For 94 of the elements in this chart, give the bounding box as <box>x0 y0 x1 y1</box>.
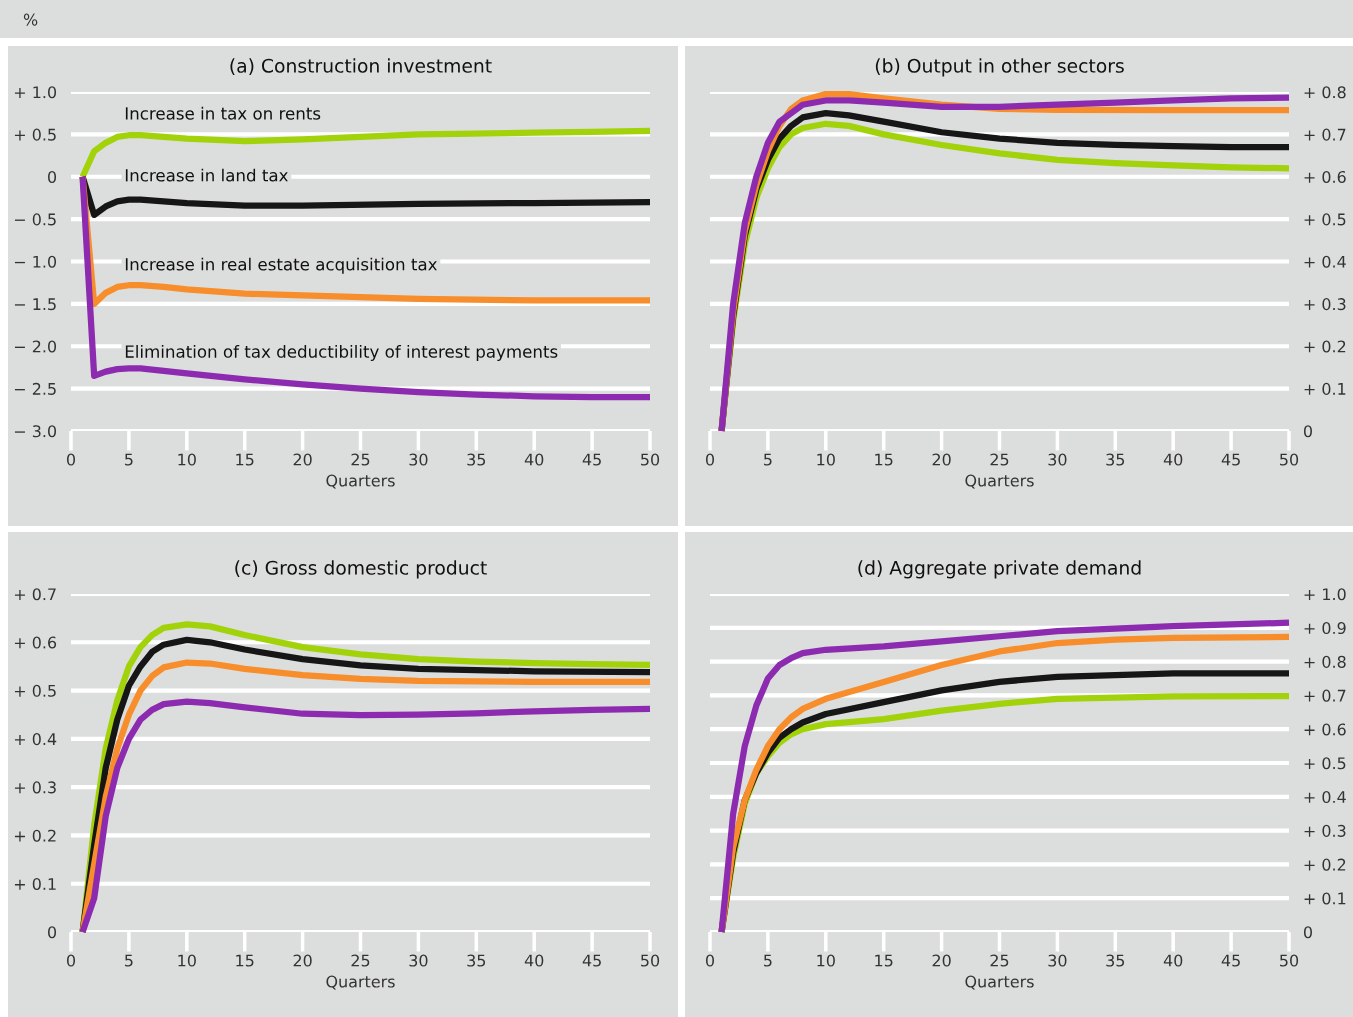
x-tick-label: 25 <box>351 954 370 967</box>
y2-tick-label: + 0.6 <box>1304 170 1346 184</box>
series-label: Increase in tax on rents <box>125 106 321 120</box>
x-tick-label: 10 <box>817 954 835 967</box>
y2-tick-label: + 0.3 <box>1304 824 1346 837</box>
x-tick-label: 45 <box>1221 453 1240 466</box>
y2-tick-label: + 0.1 <box>1304 892 1346 905</box>
x-tick-label: 30 <box>409 954 428 967</box>
y2-tick-label: + 0.9 <box>1304 622 1346 635</box>
y-tick-label: + 1.0 <box>14 86 57 99</box>
x-tick-label: 35 <box>1106 453 1125 466</box>
y2-tick-label: + 0.4 <box>1304 255 1346 268</box>
y-tick-label: + 0.5 <box>14 684 56 697</box>
x-tick-label: 25 <box>990 453 1009 466</box>
y2-tick-label: + 1.0 <box>1304 588 1346 601</box>
y2-tick-label: + 0.3 <box>1304 298 1346 311</box>
x-axis-title: Quarters <box>965 975 1034 990</box>
x-tick-label: 40 <box>1163 453 1183 466</box>
y-tick-label: 0 <box>48 170 57 184</box>
x-tick-label: 15 <box>875 453 893 466</box>
y-tick-label: + 0.4 <box>14 733 57 746</box>
y-tick-label: − 1.5 <box>14 298 56 311</box>
x-axis-title: Quarters <box>326 474 395 489</box>
x-tick-label: 0 <box>66 453 76 466</box>
x-tick-label: 50 <box>1280 954 1299 967</box>
x-axis-title: Quarters <box>326 975 395 990</box>
x-tick-label: 20 <box>293 954 312 967</box>
chart-title: (c) Gross domestic product <box>235 560 487 579</box>
y2-tick-label: + 0.1 <box>1304 382 1346 395</box>
x-tick-label: 25 <box>351 453 370 466</box>
x-tick-label: 10 <box>178 954 196 967</box>
x-tick-label: 30 <box>1048 453 1067 466</box>
x-tick-label: 0 <box>66 954 76 967</box>
text: % <box>23 13 38 26</box>
x-axis-title: Quarters <box>965 474 1034 489</box>
y2-tick-label: 0 <box>1303 926 1312 939</box>
y-tick-label: + 0.1 <box>14 877 56 891</box>
x-tick-label: 10 <box>178 453 196 466</box>
y2-tick-label: + 0.5 <box>1304 213 1346 226</box>
y-tick-label: − 2.0 <box>14 340 57 353</box>
x-tick-label: 35 <box>1106 954 1125 967</box>
y2-tick-label: + 0.7 <box>1304 689 1346 702</box>
x-tick-label: 30 <box>1048 954 1067 967</box>
y2-tick-label: 0 <box>1303 425 1312 438</box>
y2-tick-label: + 0.8 <box>1304 86 1346 99</box>
y2-tick-label: + 0.2 <box>1304 858 1346 871</box>
y2-tick-label: + 0.7 <box>1304 128 1346 141</box>
x-tick-label: 20 <box>932 453 951 466</box>
x-tick-label: 50 <box>641 954 660 967</box>
y-tick-label: − 1.0 <box>14 255 57 268</box>
x-tick-label: 35 <box>467 453 486 466</box>
y-tick-label: 0 <box>48 926 57 939</box>
y2-tick-label: + 0.5 <box>1304 757 1346 770</box>
x-tick-label: 20 <box>293 453 312 466</box>
x-tick-label: 5 <box>125 453 133 466</box>
y-tick-label: + 0.6 <box>14 636 57 649</box>
x-tick-label: 20 <box>932 954 951 967</box>
x-tick-label: 50 <box>1280 453 1299 466</box>
x-tick-label: 0 <box>705 453 715 466</box>
chart-title: (d) Aggregate private demand <box>858 560 1141 579</box>
x-tick-label: 40 <box>524 954 544 967</box>
x-tick-label: 15 <box>236 453 254 466</box>
y-tick-label: + 0.7 <box>14 588 56 601</box>
x-tick-label: 45 <box>1221 954 1240 967</box>
x-tick-label: 45 <box>582 954 601 967</box>
y-tick-label: − 3.0 <box>14 425 57 438</box>
x-tick-label: 10 <box>817 453 835 466</box>
y-tick-label: + 0.3 <box>14 781 56 794</box>
x-tick-label: 5 <box>125 954 133 967</box>
y2-tick-label: + 0.8 <box>1304 655 1346 668</box>
x-tick-label: 0 <box>705 954 715 967</box>
series-label: Elimination of tax deductibility of interest payments <box>125 344 558 362</box>
y-tick-label: − 0.5 <box>14 213 56 226</box>
y2-tick-label: + 0.2 <box>1304 340 1346 353</box>
y2-tick-label: + 0.6 <box>1304 723 1346 736</box>
series-label: Increase in land tax <box>125 168 288 182</box>
chart-title: (b) Output in other sectors <box>875 58 1124 77</box>
x-tick-label: 5 <box>764 453 772 466</box>
y2-tick-label: + 0.4 <box>1304 791 1346 804</box>
x-tick-label: 45 <box>582 453 601 466</box>
x-tick-label: 5 <box>764 954 772 967</box>
x-tick-label: 15 <box>236 954 254 967</box>
x-tick-label: 40 <box>1163 954 1183 967</box>
x-tick-label: 30 <box>409 453 428 466</box>
x-tick-label: 40 <box>524 453 544 466</box>
x-tick-label: 25 <box>990 954 1009 967</box>
x-tick-label: 15 <box>875 954 893 967</box>
y-tick-label: + 0.2 <box>14 829 56 842</box>
x-tick-label: 35 <box>467 954 486 967</box>
series-label: Increase in real estate acquisition tax <box>125 257 437 274</box>
y-tick-label: + 0.5 <box>14 128 56 141</box>
chart-title: (a) Construction investment <box>230 58 492 76</box>
x-tick-label: 50 <box>641 453 660 466</box>
y-tick-label: − 2.5 <box>14 382 56 395</box>
